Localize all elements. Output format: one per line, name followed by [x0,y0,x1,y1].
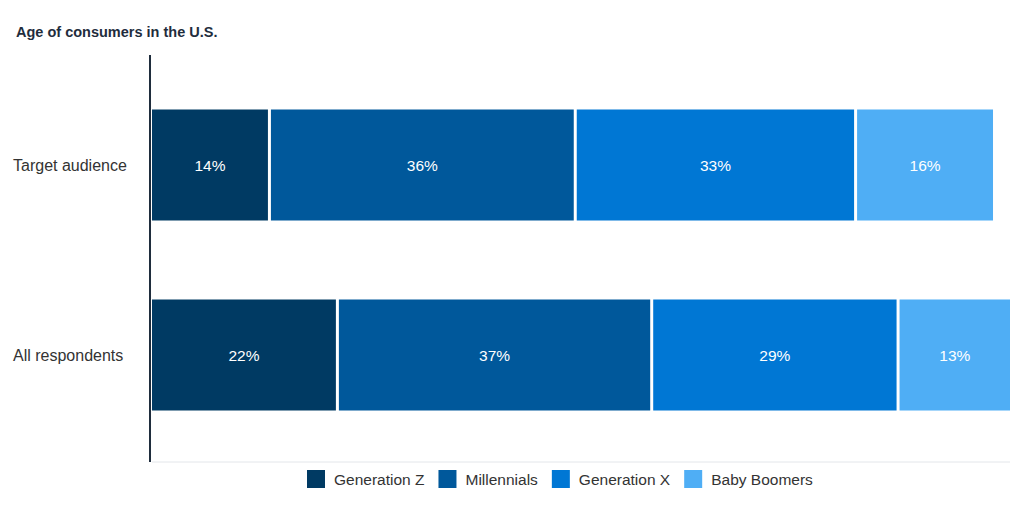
value-axis-line [152,462,1010,463]
chart-title: Age of consumers in the U.S. [16,24,217,40]
bar-segment [653,300,896,411]
data-label: 14% [194,157,225,174]
legend-swatch [438,470,456,488]
legend: Generation Z Millennials Generation X Baby … [307,470,813,488]
data-label: 36% [407,157,438,174]
data-label: 13% [939,347,970,364]
category-axis-line [149,55,151,462]
bar-segment [857,110,993,221]
data-label: 16% [910,157,941,174]
bar-segment [339,300,650,411]
bar-segment [577,110,854,221]
data-labels: 14% 36% 33% 16% 22% 37% 29% 13% [194,157,970,364]
category-label: All respondents [13,347,123,364]
legend-swatch [684,470,702,488]
bar-segment [152,110,268,221]
legend-label: Baby Boomers [711,471,813,488]
category-label: Target audience [13,157,127,174]
legend-label: Generation Z [334,471,424,488]
data-label: 22% [228,347,259,364]
data-label: 37% [479,347,510,364]
legend-swatch [552,470,570,488]
bar-segment [152,300,336,411]
legend-label: Generation X [579,471,671,488]
legend-swatch [307,470,325,488]
legend-label: Millennials [465,471,538,488]
chart: Age of consumers in the U.S. 14% 36% 33% 16%… [0,0,1024,526]
bar-segment [900,300,1010,411]
bar-segment [271,110,574,221]
data-label: 29% [759,347,790,364]
data-label: 33% [700,157,731,174]
bars [152,110,1010,411]
